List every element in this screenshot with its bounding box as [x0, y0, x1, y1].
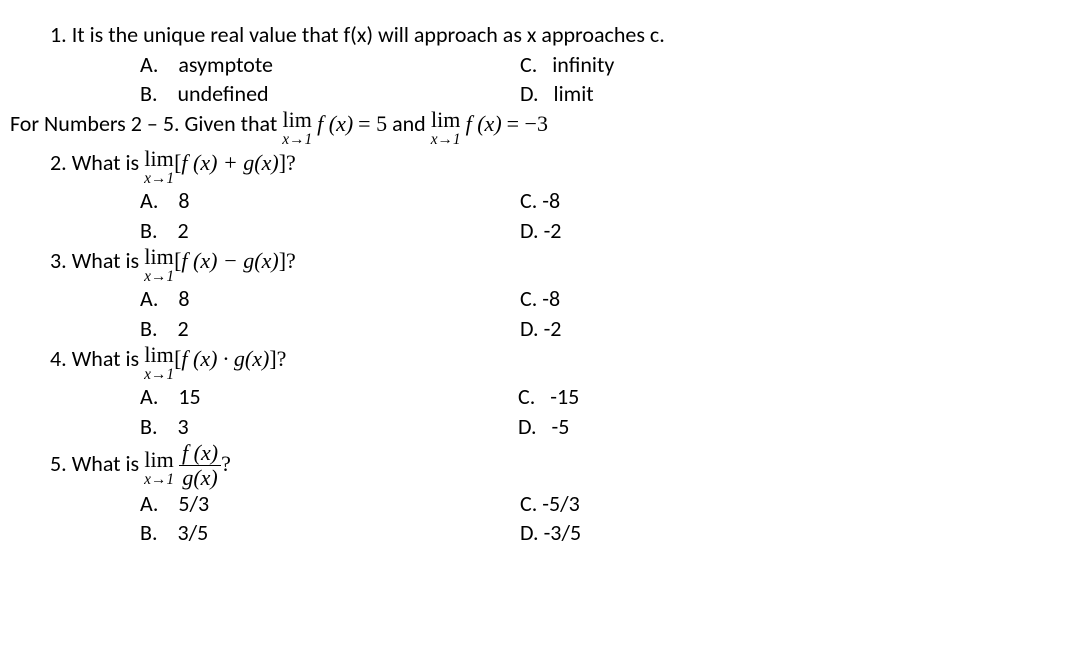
q5-fraction: f (x) g(x) — [179, 442, 221, 489]
option-label-c: C. — [518, 383, 535, 410]
q1-option-row-2: B. undefined D. limit — [10, 79, 1066, 109]
q3-lead: What is — [72, 247, 144, 274]
question-5: 5. What is lim x→1 f (x) g(x) ? — [10, 442, 1066, 489]
q1-number: 1. — [50, 21, 67, 48]
q1-option-a: asymptote — [178, 51, 273, 78]
option-label-a: A. — [140, 285, 158, 312]
q4-lim: lim x→1 — [144, 344, 174, 382]
q2-expr: f (x) + g(x) — [181, 150, 278, 175]
q2-bracket-close: ]? — [279, 150, 296, 175]
q2-option-row-2: B. 2 D. -2 — [10, 216, 1066, 246]
context-f1: f (x) — [317, 111, 353, 136]
q3-option-d: -2 — [544, 315, 562, 342]
q2-option-b: 2 — [177, 217, 188, 244]
q4-lead: What is — [72, 345, 144, 372]
q3-option-a: 8 — [178, 285, 189, 312]
q4-option-row-1: A. 15 C. -15 — [10, 382, 1066, 412]
context-eq1: = 5 — [358, 111, 387, 136]
q3-number: 3. — [50, 247, 67, 274]
lim-expr-2: lim x→1 — [431, 109, 461, 147]
context-lead: For Numbers 2 – 5. Given that — [10, 110, 282, 137]
option-label-d: D. — [520, 217, 539, 244]
q1-option-c: infinity — [552, 51, 614, 78]
q1-option-b: undefined — [177, 80, 268, 107]
lim-expr-1: lim x→1 — [282, 109, 312, 147]
q3-option-b: 2 — [177, 315, 188, 342]
q4-option-row-2: B. 3 D. -5 — [10, 412, 1066, 442]
option-label-a: A. — [140, 383, 158, 410]
option-label-c: C. — [520, 51, 537, 78]
option-label-a: A. — [140, 187, 158, 214]
option-label-c: C. — [520, 187, 537, 214]
q2-option-a: 8 — [178, 187, 189, 214]
q5-lim: lim x→1 — [144, 449, 174, 487]
q4-option-c: -15 — [550, 383, 579, 410]
option-label-d: D. — [520, 80, 539, 107]
q5-tail: ? — [221, 450, 231, 475]
context-line: For Numbers 2 – 5. Given that lim x→1 f … — [10, 109, 1066, 148]
q5-option-b: 3/5 — [177, 519, 208, 546]
option-label-b: B. — [140, 217, 158, 244]
q2-option-row-1: A. 8 C. -8 — [10, 186, 1066, 216]
option-label-d: D. — [520, 519, 539, 546]
q4-number: 4. — [50, 345, 67, 372]
q4-option-b: 3 — [177, 413, 188, 440]
q4-option-a: 15 — [178, 383, 200, 410]
q2-lim: lim x→1 — [144, 148, 174, 186]
q3-option-row-2: B. 2 D. -2 — [10, 314, 1066, 344]
q5-option-row-1: A. 5/3 C. -5/3 — [10, 489, 1066, 519]
q5-option-row-2: B. 3/5 D. -3/5 — [10, 518, 1066, 548]
option-label-b: B. — [140, 413, 158, 440]
option-label-b: B. — [140, 80, 158, 107]
context-eq2: = −3 — [507, 111, 548, 136]
q5-frac-den: g(x) — [179, 466, 221, 489]
option-label-d: D. — [518, 413, 537, 440]
question-3: 3. What is lim x→1 [f (x) − g(x)]? — [10, 246, 1066, 285]
q3-expr: f (x) − g(x) — [181, 248, 278, 273]
q4-option-d: -5 — [552, 413, 570, 440]
q5-option-d: -3/5 — [544, 519, 582, 546]
option-label-b: B. — [140, 315, 158, 342]
q5-lead: What is — [72, 449, 144, 476]
q1-option-d: limit — [554, 80, 594, 107]
q3-option-row-1: A. 8 C. -8 — [10, 284, 1066, 314]
q3-bracket-close: ]? — [279, 248, 296, 273]
q1-text: It is the unique real value that f(x) wi… — [72, 21, 665, 48]
option-label-c: C. — [520, 490, 537, 517]
q5-number: 5. — [50, 449, 67, 476]
q5-frac-num: f (x) — [179, 442, 221, 466]
q3-lim: lim x→1 — [144, 246, 174, 284]
context-f2: f (x) — [466, 111, 502, 136]
q4-bracket-close: ]? — [269, 346, 286, 371]
q3-option-c: -8 — [542, 285, 560, 312]
option-label-b: B. — [140, 519, 158, 546]
q5-option-a: 5/3 — [178, 490, 209, 517]
q2-lead: What is — [72, 149, 144, 176]
q4-expr: f (x) · g(x) — [181, 346, 269, 371]
question-2: 2. What is lim x→1 [f (x) + g(x)]? — [10, 148, 1066, 187]
question-1: 1. It is the unique real value that f(x)… — [10, 20, 1066, 50]
context-and: and — [392, 110, 431, 137]
option-label-d: D. — [520, 315, 539, 342]
option-label-a: A. — [140, 51, 158, 78]
q2-option-c: -8 — [542, 187, 560, 214]
question-4: 4. What is lim x→1 [f (x) · g(x)]? — [10, 344, 1066, 383]
q2-option-d: -2 — [544, 217, 562, 244]
option-label-c: C. — [520, 285, 537, 312]
q5-option-c: -5/3 — [542, 490, 580, 517]
q2-number: 2. — [50, 149, 67, 176]
option-label-a: A. — [140, 490, 158, 517]
q1-option-row-1: A. asymptote C. infinity — [10, 50, 1066, 80]
